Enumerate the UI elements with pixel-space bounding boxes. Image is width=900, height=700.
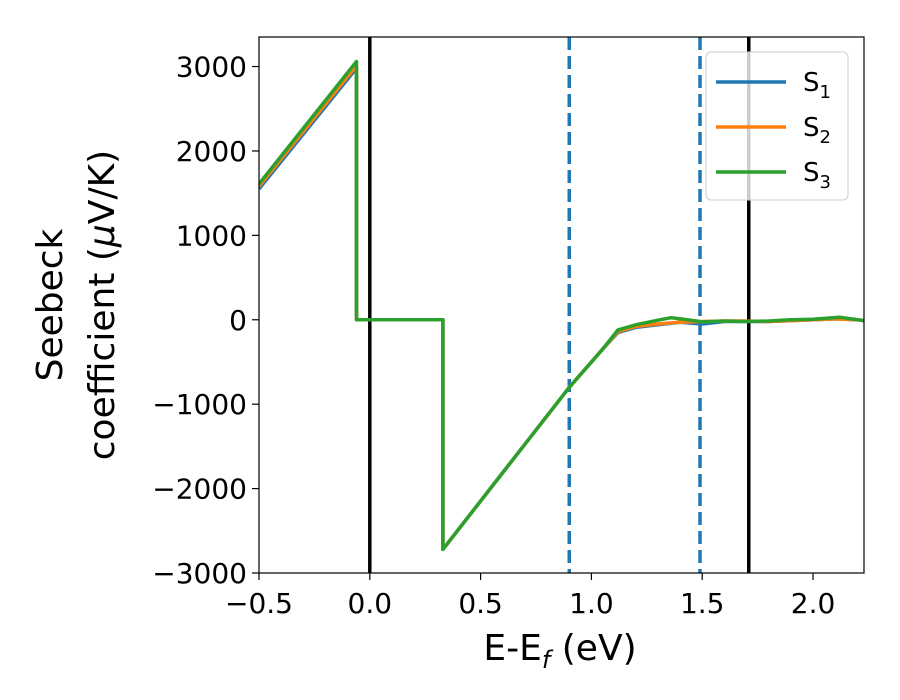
series-line-3 bbox=[259, 59, 864, 552]
legend-label-1: S1 bbox=[803, 68, 831, 103]
legend-label-3: S3 bbox=[803, 158, 831, 193]
plot-frame bbox=[258, 36, 865, 574]
axis-ticks: −0.5 0.0 0.5 1.0 1.5 2.0 −3000 −2000 −1000 0 1000 2… bbox=[152, 51, 835, 620]
legend-label-2: S2 bbox=[803, 113, 831, 148]
y-tick-label: 1000 bbox=[176, 219, 247, 252]
series-lines bbox=[259, 59, 864, 552]
x-tick-label: 1.0 bbox=[569, 587, 614, 620]
x-tick-label: 1.5 bbox=[680, 587, 725, 620]
y-axis-label-line2: coefficient (μV/K) bbox=[82, 150, 123, 460]
x-tick-label: 0.5 bbox=[458, 587, 503, 620]
y-tick-label: 3000 bbox=[176, 51, 247, 84]
y-axis-label-line1: Seebeck bbox=[30, 228, 71, 381]
x-axis-label: E-Ef (eV) bbox=[483, 628, 636, 674]
y-tick-label: −3000 bbox=[152, 557, 247, 590]
y-tick-label: 2000 bbox=[176, 135, 247, 168]
y-tick-label: −1000 bbox=[152, 388, 247, 421]
x-tick-label: 2.0 bbox=[791, 587, 836, 620]
y-tick-label: −2000 bbox=[152, 473, 247, 506]
x-tick-label: 0.0 bbox=[348, 587, 393, 620]
legend: S1 S2 S3 bbox=[705, 51, 849, 201]
y-axis-label: Seebeck coefficient (μV/K) bbox=[30, 150, 123, 460]
y-tick-label: 0 bbox=[229, 304, 247, 337]
x-tick-label: −0.5 bbox=[225, 587, 293, 620]
reference-lines bbox=[368, 37, 751, 573]
